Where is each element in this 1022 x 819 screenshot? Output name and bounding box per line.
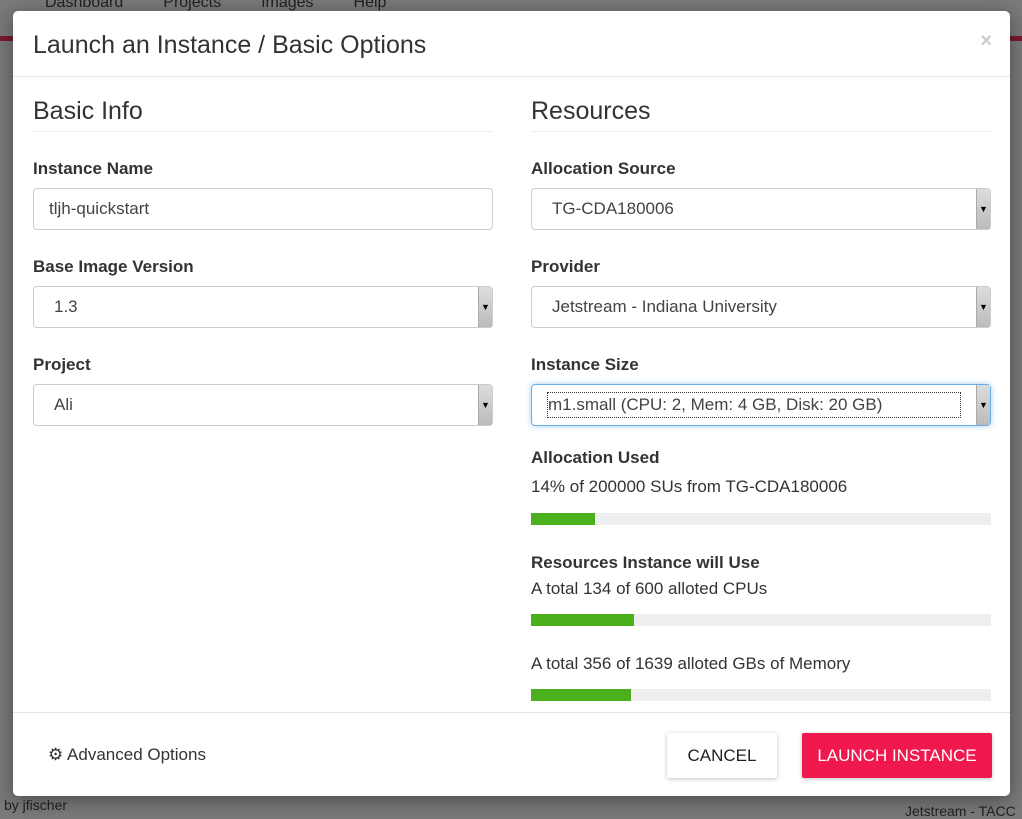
launch-instance-modal: Launch an Instance / Basic Options × Bas… xyxy=(13,11,1010,796)
allocation-source-select[interactable]: TG-CDA180006 ▼ xyxy=(531,188,991,230)
allocation-used-text: 14% of 200000 SUs from TG-CDA180006 xyxy=(531,477,848,496)
chevron-down-icon: ▼ xyxy=(478,385,492,425)
cpu-usage-text: A total 134 of 600 alloted CPUs xyxy=(531,579,768,598)
background-nav: Dashboard Projects Images Help xyxy=(0,0,1022,34)
progress-fill xyxy=(531,614,634,626)
instance-name-label: Instance Name xyxy=(33,159,153,178)
nav-images: Images xyxy=(261,0,314,11)
allocation-used-bar xyxy=(531,513,991,525)
section-heading: Basic Info xyxy=(33,97,493,132)
select-value: 1.3 xyxy=(54,297,78,316)
memory-usage-text: A total 356 of 1639 alloted GBs of Memor… xyxy=(531,654,851,673)
background-text: Jetstream - TACC xyxy=(905,803,1016,819)
progress-fill xyxy=(531,513,596,525)
modal-footer: ⚙ Advanced Options CANCEL LAUNCH INSTANC… xyxy=(13,712,1010,796)
select-value: Ali xyxy=(54,395,73,414)
instance-name-input[interactable]: tljh-quickstart xyxy=(33,188,493,230)
gear-icon: ⚙ xyxy=(48,745,64,764)
chevron-down-icon: ▼ xyxy=(976,287,990,327)
instance-size-select[interactable]: m1.small (CPU: 2, Mem: 4 GB, Disk: 20 GB… xyxy=(531,384,991,426)
nav-projects: Projects xyxy=(163,0,222,11)
chevron-down-icon: ▼ xyxy=(976,189,990,229)
close-icon[interactable]: × xyxy=(980,30,992,52)
base-image-version-label: Base Image Version xyxy=(33,257,194,276)
nav-help: Help xyxy=(353,0,387,11)
base-image-version-select[interactable]: 1.3 ▼ xyxy=(33,286,493,328)
background-text: by jfischer xyxy=(4,797,68,813)
modal-title: Launch an Instance / Basic Options xyxy=(33,31,427,59)
chevron-down-icon: ▼ xyxy=(976,385,990,425)
select-value: TG-CDA180006 xyxy=(552,199,674,218)
provider-select[interactable]: Jetstream - Indiana University ▼ xyxy=(531,286,991,328)
instance-size-label: Instance Size xyxy=(531,355,639,374)
allocation-used-label: Allocation Used xyxy=(531,448,660,467)
cancel-button[interactable]: CANCEL xyxy=(667,733,777,778)
modal-header: Launch an Instance / Basic Options × xyxy=(13,11,1010,77)
resources-section: Resources Allocation Source TG-CDA180006… xyxy=(531,77,991,701)
project-select[interactable]: Ali ▼ xyxy=(33,384,493,426)
basic-info-section: Basic Info Instance Name tljh-quickstart… xyxy=(33,77,493,426)
project-label: Project xyxy=(33,355,91,374)
provider-label: Provider xyxy=(531,257,600,276)
section-heading: Resources xyxy=(531,97,991,132)
advanced-options-label: Advanced Options xyxy=(67,745,206,764)
allocation-source-label: Allocation Source xyxy=(531,159,676,178)
progress-fill xyxy=(531,689,631,701)
advanced-options-link[interactable]: ⚙ Advanced Options xyxy=(48,745,206,765)
memory-usage-bar xyxy=(531,689,991,701)
nav-dashboard: Dashboard xyxy=(45,0,124,11)
select-value: Jetstream - Indiana University xyxy=(552,297,777,316)
select-value: m1.small (CPU: 2, Mem: 4 GB, Disk: 20 GB… xyxy=(547,392,961,418)
chevron-down-icon: ▼ xyxy=(478,287,492,327)
launch-instance-button[interactable]: LAUNCH INSTANCE xyxy=(802,733,992,778)
resources-will-use-label: Resources Instance will Use xyxy=(531,553,760,572)
cpu-usage-bar xyxy=(531,614,991,626)
